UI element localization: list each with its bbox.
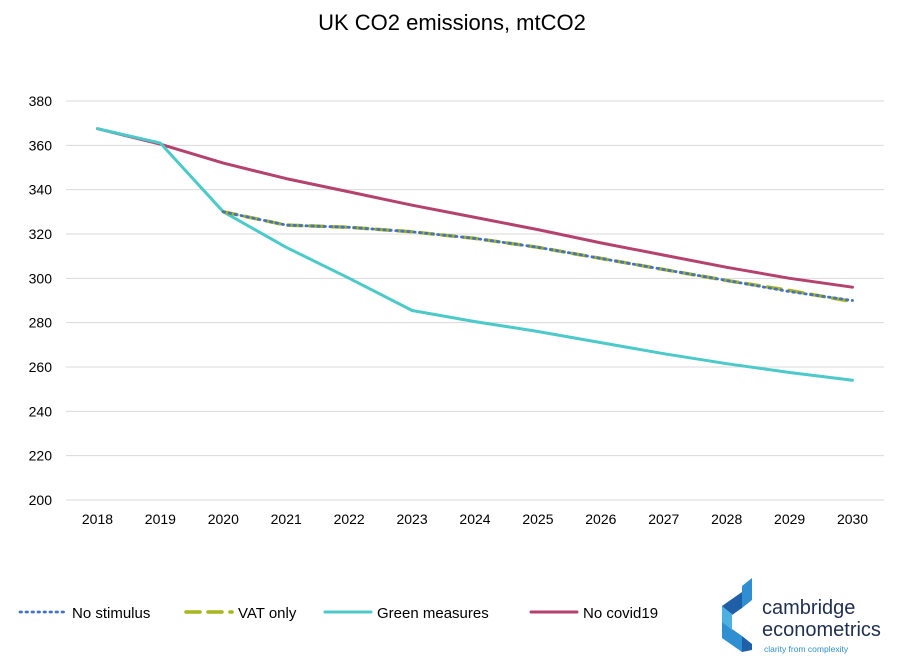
cambridge-econometrics-logo: cambridge econometrics clarity from comp… [722,578,881,654]
x-tick-label: 2018 [82,511,113,527]
x-tick-label: 2020 [208,511,239,527]
y-tick-label: 240 [29,403,53,419]
x-tick-label: 2019 [145,511,176,527]
series-line-no-covid19 [96,127,854,289]
chart-title: UK CO2 emissions, mtCO2 [318,10,586,35]
y-tick-label: 220 [29,448,53,464]
series-line-no-stimulus [221,210,854,302]
y-tick-label: 200 [29,492,53,508]
x-tick-label: 2026 [585,511,616,527]
legend-label: No stimulus [72,605,150,622]
x-tick-label: 2030 [837,511,868,527]
logo-tagline: clarity from complexity [764,644,849,654]
series-line-green-measures [96,127,854,382]
y-axis: 200 220 240 260 280 300 320 340 360 380 [29,93,53,508]
series-group [96,127,855,382]
x-tick-label: 2028 [711,511,742,527]
y-tick-label: 380 [29,93,53,109]
x-tick-label: 2025 [522,511,553,527]
y-tick-label: 300 [29,270,53,286]
x-tick-label: 2021 [271,511,302,527]
legend-label: No covid19 [583,605,658,622]
x-tick-label: 2027 [648,511,679,527]
y-tick-label: 340 [29,182,53,198]
legend: No stimulus VAT only Green measures No covi… [18,605,658,622]
y-tick-label: 360 [29,137,53,153]
gridlines [66,100,884,501]
y-tick-label: 320 [29,226,53,242]
x-tick-label: 2023 [396,511,427,527]
x-axis: 2018 2019 2020 2021 2022 2023 2024 2025 2026 2027… [82,511,868,527]
y-tick-label: 260 [29,359,53,375]
x-tick-label: 2024 [459,511,490,527]
logo-line1: cambridge [762,597,855,619]
x-tick-label: 2022 [334,511,365,527]
logo-mark-icon [722,578,752,652]
x-tick-label: 2029 [774,511,805,527]
y-tick-label: 280 [29,315,53,331]
logo-line2: econometrics [762,619,881,641]
legend-label: Green measures [377,605,489,622]
legend-label: VAT only [238,605,297,622]
